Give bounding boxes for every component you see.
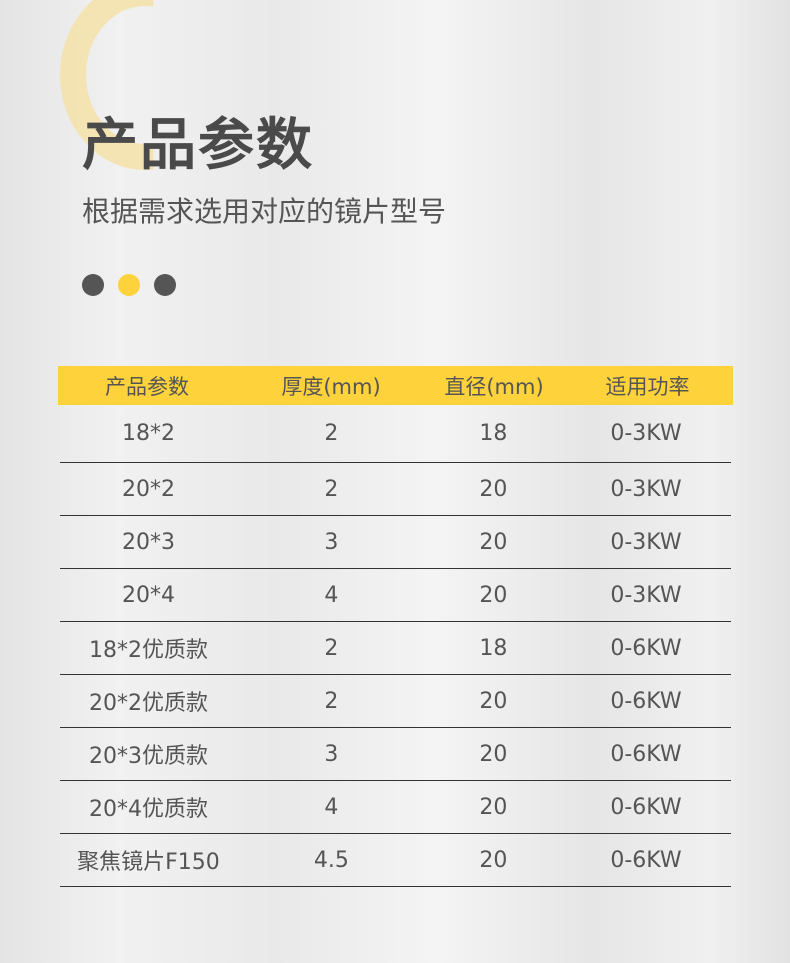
dot — [154, 274, 176, 296]
table-cell: 20*3优质款 — [88, 744, 208, 769]
table-cell: 20 — [479, 741, 508, 767]
table-cell: 2 — [324, 688, 339, 714]
dot-indicator — [82, 274, 176, 296]
table-row: 20*2优质款 2 20 0-6KW — [60, 675, 731, 728]
table-row: 18*2 2 18 0-3KW — [60, 405, 731, 463]
table-cell: 0-3KW — [610, 476, 682, 502]
table-cell: 0-6KW — [610, 794, 682, 820]
table-cell: 0-3KW — [610, 529, 682, 555]
table-header: 产品参数 厚度(mm) 直径(mm) 适用功率 — [58, 366, 733, 405]
table-cell: 20*2 — [121, 476, 175, 502]
table-cell: 20*2优质款 — [88, 691, 208, 716]
table-cell: 0-6KW — [610, 847, 682, 873]
table-cell: 0-3KW — [610, 582, 682, 608]
table-cell: 20 — [479, 688, 508, 714]
table-cell: 20 — [479, 847, 508, 873]
table-cell: 2 — [324, 421, 339, 446]
table-cell: 20*4优质款 — [88, 797, 208, 822]
table-cell: 4 — [324, 794, 339, 820]
spec-table: 产品参数 厚度(mm) 直径(mm) 适用功率 18*2 2 18 0-3KW 20*2… — [58, 366, 733, 887]
table-row: 20*2 2 20 0-3KW — [60, 463, 731, 516]
header-cell: 厚度(mm) — [281, 374, 381, 399]
dot — [82, 274, 104, 296]
table-row: 20*4优质款 4 20 0-6KW — [60, 781, 731, 834]
table-cell: 20 — [479, 794, 508, 820]
table-cell: 18 — [479, 635, 508, 661]
table-cell: 4 — [324, 582, 339, 608]
table-cell: 20*4 — [121, 582, 175, 608]
table-cell: 18 — [479, 421, 508, 446]
header-cell: 适用功率 — [605, 374, 690, 399]
header-cell: 直径(mm) — [444, 374, 544, 399]
table-cell: 4.5 — [313, 847, 349, 873]
table-cell: 20 — [479, 582, 508, 608]
page-subtitle: 根据需求选用对应的镜片型号 — [82, 195, 447, 228]
table-cell: 2 — [324, 476, 339, 502]
table-row: 20*4 4 20 0-3KW — [60, 569, 731, 622]
table-cell: 聚焦镜片F150 — [77, 850, 220, 875]
dot — [118, 274, 140, 296]
table-row: 20*3 3 20 0-3KW — [60, 516, 731, 569]
table-cell: 3 — [324, 529, 339, 555]
table-cell: 18*2优质款 — [88, 638, 208, 663]
table-cell: 0-6KW — [610, 741, 682, 767]
table-cell: 18*2 — [121, 421, 175, 446]
table-cell: 2 — [324, 635, 339, 661]
table-row: 18*2优质款 2 18 0-6KW — [60, 622, 731, 675]
table-row: 20*3优质款 3 20 0-6KW — [60, 728, 731, 781]
table-cell: 0-3KW — [610, 421, 682, 446]
header-cell: 产品参数 — [105, 374, 189, 399]
table-row: 聚焦镜片F150 4.5 20 0-6KW — [60, 834, 731, 887]
table-cell: 20 — [479, 476, 508, 502]
table-cell: 20*3 — [121, 529, 175, 555]
table-cell: 0-6KW — [610, 635, 682, 661]
table-cell: 3 — [324, 741, 339, 767]
page-title: 产品参数 — [82, 113, 314, 178]
table-cell: 20 — [479, 529, 508, 555]
table-cell: 0-6KW — [610, 688, 682, 714]
